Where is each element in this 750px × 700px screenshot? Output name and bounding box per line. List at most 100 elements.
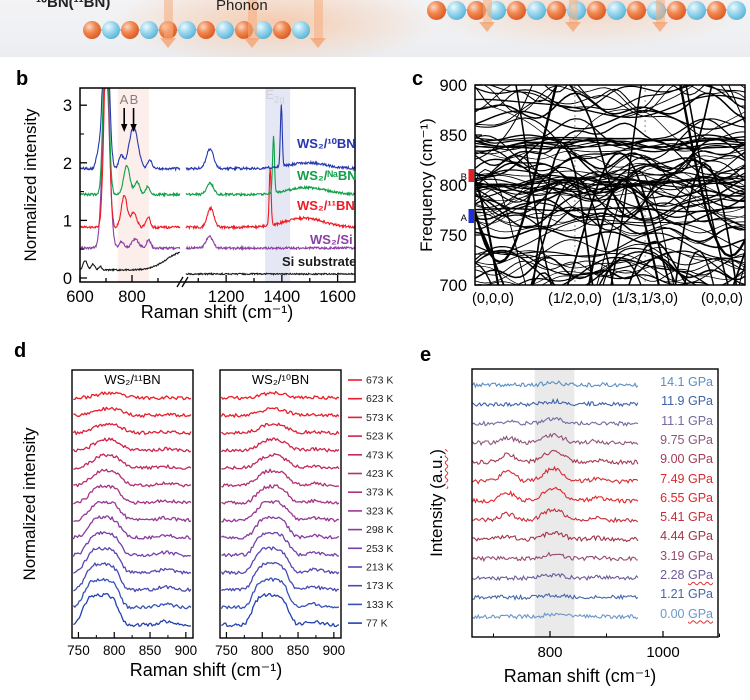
pressure-label: 11.9 GPa [570,394,713,408]
mode-marker-label: A [461,213,468,224]
phonon-band [475,137,745,148]
series-label: WS₂/Si [310,232,353,247]
spectrum-curve [185,104,355,172]
pressure-spectrum-curve [472,573,639,582]
series-label: WS₂/¹⁰BN [297,136,356,151]
pressure-spectrum-curve [472,416,639,427]
spectrum-curve [80,88,181,172]
plot-frame [471,368,719,638]
pressure-spectrum-curve [472,507,639,524]
phonon-band [475,142,745,155]
nitrogen-atom [292,21,310,39]
pressure-spectrum-curve [472,380,639,389]
pressure-label: 1.21 GPa [570,587,713,601]
x-tick-label: 1200 [208,288,245,306]
phonon-band [475,154,745,195]
spectrum-curve [185,168,355,231]
pressure-value: 2.28 [660,568,688,582]
temperature-spectrum-curve [73,453,192,470]
x-tick-label: 850 [139,643,162,658]
boron-atom [626,0,646,20]
panel-d-label: d [14,340,27,362]
temperature-spectrum-curve [73,391,192,401]
pressure-value: 7.49 [660,471,688,486]
pressure-label: 2.28 GPa [570,568,713,582]
legend-entry-label: 623 K [366,393,393,405]
spectrum-curve [185,234,355,252]
panel-d-xaxis-title: Raman shift (cm⁻¹) [129,660,283,680]
legend-entry-label: 323 K [366,505,393,517]
k-point-label: (0,0,0) [701,291,743,307]
pressure-label: 11.1 GPa [570,414,713,428]
nitrogen-atom [446,0,466,20]
phonon-band [475,143,745,181]
subpanel-title: WS₂/¹¹BN [104,372,160,387]
phonon-band [475,106,745,144]
temperature-spectrum-curve [73,484,192,505]
y-tick-label: 750 [439,227,467,245]
pressure-spectrum-curve [472,432,639,447]
legend-entry-label: 573 K [366,412,393,424]
y-tick-label: 1 [63,212,72,230]
legend-entry-label: 77 K [366,618,388,630]
x-tick-label: 800 [251,643,274,658]
phonon-band [475,178,660,285]
nitrogen-atom [102,21,120,39]
y-tick-label: 700 [439,277,467,295]
pressure-value: 9.00 [660,452,688,467]
series-label: Si substrate [282,254,356,269]
pressure-unit: GPa [687,471,713,486]
pressure-unit: GPa [687,452,713,467]
pressure-value: 9.75 [660,432,688,447]
temperature-spectrum-curve [72,531,192,558]
x-tick-label: 600 [66,288,94,306]
phonon-band [475,181,745,203]
phonon-band [475,166,745,207]
pressure-unit: GPa [687,510,713,525]
phonon-band [475,227,745,249]
pressure-value: 11.1 [661,413,688,428]
temperature-spectrum-curve [73,546,192,575]
phonon-arrow-shaft [247,0,257,40]
phonon-band [475,206,745,232]
phonon-arrow-shaft [313,0,323,40]
pressure-value: 4.44 [660,529,688,544]
nitrogen-atom [686,0,706,20]
k-point-label: (1/2,0,0) [548,291,602,307]
annotation-arrowhead-icon [130,124,137,132]
nitrogen-atom [140,21,158,39]
pressure-spectrum-curve [472,449,639,466]
pressure-label: 9.75 GPa [570,433,713,447]
x-tick-label: 800 [103,643,126,658]
boron-atom [666,0,686,20]
temperature-spectrum-curve [221,452,340,470]
legend-entry-label: 423 K [366,468,393,480]
phonon-arrow-icon [479,22,495,32]
pressure-value: 11.9 [661,394,688,409]
phonon-band [532,146,738,285]
nitrogen-atom [178,21,196,39]
x-tick-label: 800 [537,644,562,661]
pressure-label: 7.49 GPa [570,472,713,486]
atom-bond-line [92,28,301,32]
pressure-label: 4.44 GPa [570,529,713,543]
phonon-arrow-icon [160,38,176,48]
phonon-band [485,251,745,285]
phonon-band [475,152,745,285]
temperature-spectrum-curve [220,546,340,575]
phonon-band [475,94,745,119]
x-tick-label: 1400 [264,288,301,306]
pressure-label: 6.55 GPa [570,491,713,505]
boron-atom [426,0,446,20]
phonon-arrow-icon [652,22,668,32]
y-tick-label: 900 [439,77,467,95]
temperature-spectrum-curve [73,468,192,488]
temperature-raman-chart: 750 800 850 900 WS₂/¹¹BN 750 800 850 900 WS₂/¹⁰BN… [67,369,393,658]
temperature-spectrum-curve [221,593,340,628]
spectrum-curve [80,88,181,198]
phonon-band [602,247,677,285]
phonon-arrow-icon [310,38,326,48]
nitrogen-atom [254,21,272,39]
temperature-spectrum-curve [221,468,340,488]
temperature-spectrum-curve [221,499,340,523]
